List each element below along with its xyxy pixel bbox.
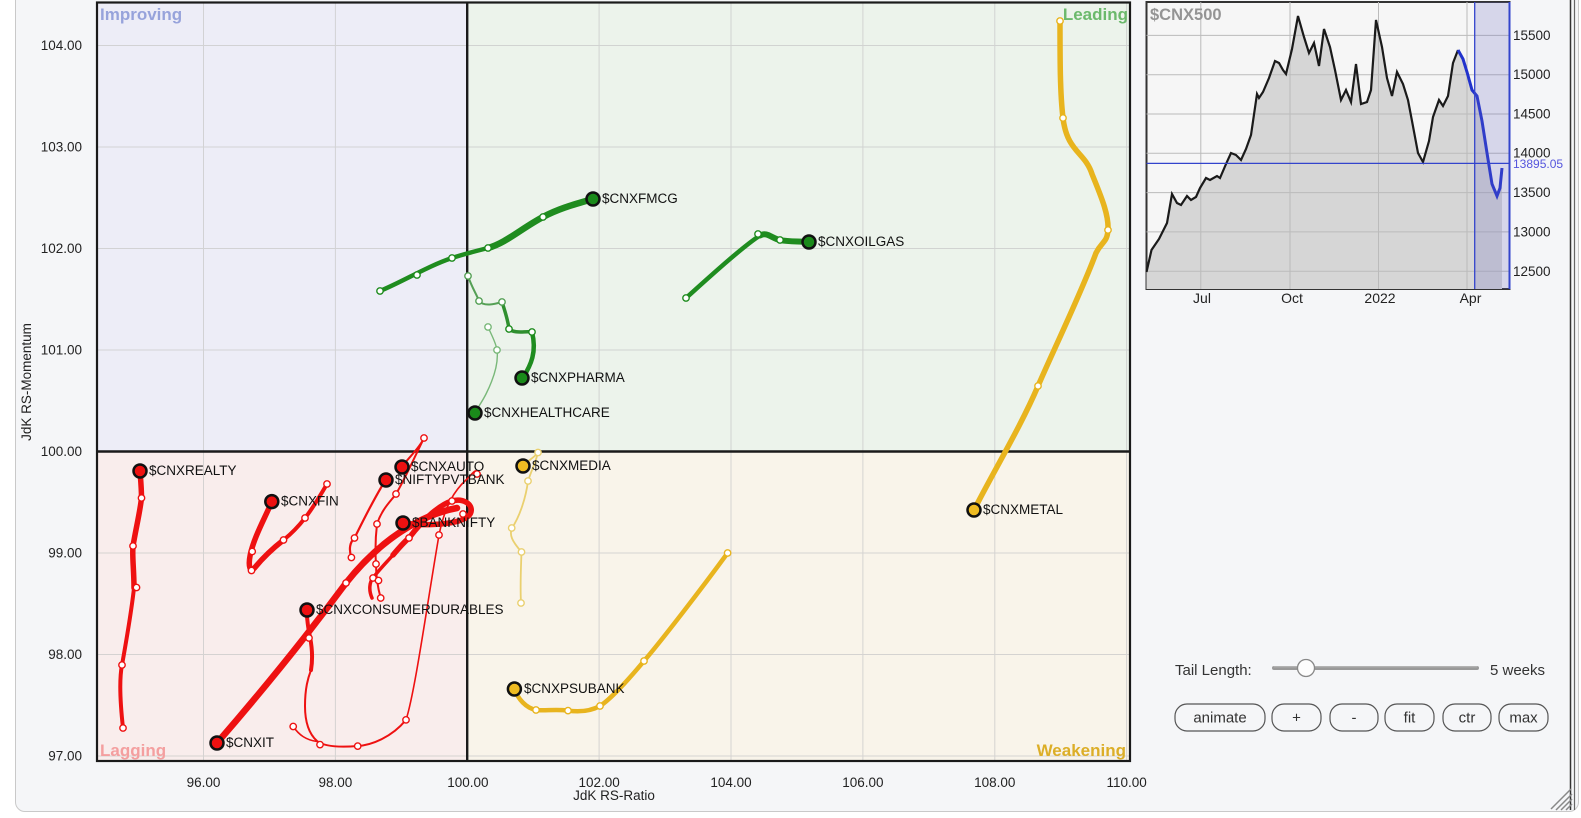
svg-text:-: - xyxy=(1352,710,1357,727)
svg-text:104.00: 104.00 xyxy=(710,775,751,790)
svg-text:Jul: Jul xyxy=(1193,290,1211,306)
svg-text:$CNXHEALTHCARE: $CNXHEALTHCARE xyxy=(484,405,610,420)
svg-text:100.00: 100.00 xyxy=(447,775,488,790)
svg-text:$CNXREALTY: $CNXREALTY xyxy=(149,463,237,478)
svg-text:+: + xyxy=(1292,710,1301,727)
svg-text:12500: 12500 xyxy=(1513,264,1551,279)
svg-text:$CNXMEDIA: $CNXMEDIA xyxy=(532,458,611,473)
svg-text:Leading: Leading xyxy=(1063,5,1128,24)
svg-text:$CNXAUTO: $CNXAUTO xyxy=(411,459,484,474)
svg-text:Lagging: Lagging xyxy=(100,741,166,760)
svg-text:14500: 14500 xyxy=(1513,107,1551,122)
svg-text:99.00: 99.00 xyxy=(48,546,82,561)
svg-text:13000: 13000 xyxy=(1513,225,1551,240)
svg-text:13500: 13500 xyxy=(1513,185,1551,200)
svg-text:106.00: 106.00 xyxy=(842,775,883,790)
svg-text:108.00: 108.00 xyxy=(974,775,1015,790)
svg-text:$CNXOILGAS: $CNXOILGAS xyxy=(818,234,904,249)
svg-text:$CNXMETAL: $CNXMETAL xyxy=(983,502,1064,517)
svg-text:103.00: 103.00 xyxy=(41,140,82,155)
svg-text:$CNXFIN: $CNXFIN xyxy=(281,494,339,509)
svg-text:fit: fit xyxy=(1404,710,1417,727)
svg-text:101.00: 101.00 xyxy=(41,343,82,358)
svg-text:13895.05: 13895.05 xyxy=(1513,157,1563,171)
svg-text:100.00: 100.00 xyxy=(41,444,82,459)
svg-text:$CNXPSUBANK: $CNXPSUBANK xyxy=(524,681,625,696)
svg-text:Improving: Improving xyxy=(100,5,182,24)
svg-text:14000: 14000 xyxy=(1513,146,1551,161)
svg-text:$NIFTYPVTBANK: $NIFTYPVTBANK xyxy=(395,472,505,487)
svg-text:15000: 15000 xyxy=(1513,67,1551,82)
svg-text:Oct: Oct xyxy=(1281,290,1303,306)
svg-text:max: max xyxy=(1509,710,1538,727)
svg-text:$CNXPHARMA: $CNXPHARMA xyxy=(531,370,625,385)
svg-text:104.00: 104.00 xyxy=(41,38,82,53)
svg-text:$CNXCONSUMERDURABLES: $CNXCONSUMERDURABLES xyxy=(316,602,504,617)
svg-text:102.00: 102.00 xyxy=(41,241,82,256)
svg-text:Tail Length:: Tail Length: xyxy=(1175,662,1252,679)
svg-text:Apr: Apr xyxy=(1460,290,1482,306)
svg-text:$BANKNIFTY: $BANKNIFTY xyxy=(412,515,495,530)
svg-text:$CNXIT: $CNXIT xyxy=(226,735,274,750)
svg-text:JdK RS-Momentum: JdK RS-Momentum xyxy=(19,323,34,441)
svg-text:97.00: 97.00 xyxy=(48,749,82,764)
svg-text:98.00: 98.00 xyxy=(48,647,82,662)
svg-text:Weakening: Weakening xyxy=(1037,741,1126,760)
svg-text:96.00: 96.00 xyxy=(187,775,221,790)
svg-text:animate: animate xyxy=(1193,710,1246,727)
svg-text:15500: 15500 xyxy=(1513,28,1551,43)
svg-text:$CNXFMCG: $CNXFMCG xyxy=(602,191,678,206)
svg-text:98.00: 98.00 xyxy=(319,775,353,790)
svg-text:ctr: ctr xyxy=(1459,710,1476,727)
svg-text:5 weeks: 5 weeks xyxy=(1490,662,1545,679)
svg-text:$CNX500: $CNX500 xyxy=(1150,6,1222,24)
svg-text:102.00: 102.00 xyxy=(578,775,619,790)
svg-text:JdK RS-Ratio: JdK RS-Ratio xyxy=(573,788,655,803)
svg-text:2022: 2022 xyxy=(1364,290,1395,306)
svg-text:110.00: 110.00 xyxy=(1106,775,1146,790)
